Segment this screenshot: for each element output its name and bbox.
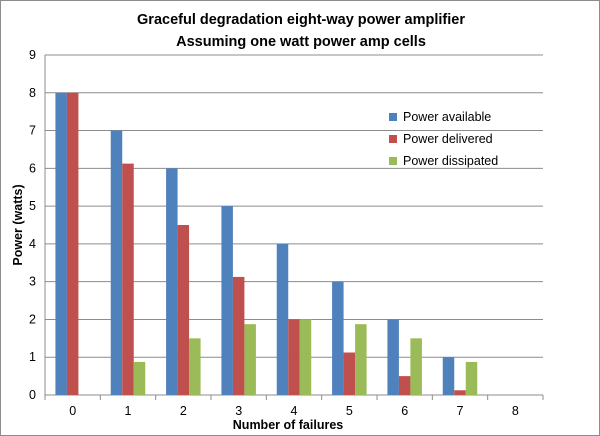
bar-power-delivered-1 [122,163,134,395]
bars [55,92,478,396]
bar-power-delivered-2 [177,225,190,395]
x-axis-label: Number of failures [233,418,343,432]
y-axis-label: Power (watts) [11,184,25,265]
chart-subtitle: Assuming one watt power amp cells [176,34,426,50]
x-tick-label: 4 [291,404,298,418]
bar-power-dissipated-5 [355,324,367,395]
bar-power-dissipated-2 [189,338,201,395]
bar-power-delivered-6 [398,376,411,395]
bar-power-dissipated-6 [410,338,422,395]
bar-power-dissipated-1 [133,361,146,395]
y-tick-label: 9 [29,48,36,62]
x-tick-label: 2 [180,404,187,418]
legend-label: Power delivered [403,132,493,146]
y-tick-label: 1 [29,350,36,364]
y-tick-label: 5 [29,199,36,213]
bar-power-available-6 [387,319,399,395]
chart-title: Graceful degradation eight-way power amp… [137,12,465,28]
legend-label: Power dissipated [403,154,498,168]
y-tick-label: 2 [29,312,36,326]
x-tick-label: 5 [346,404,353,418]
x-tick-label: 0 [69,404,76,418]
bar-power-delivered-7 [454,390,466,395]
bar-power-available-1 [110,130,123,396]
bar-power-dissipated-7 [465,361,478,395]
x-tick-label: 1 [125,404,132,418]
bar-power-delivered-0 [66,92,79,396]
y-tick-label: 4 [29,237,36,251]
bar-power-available-0 [55,92,67,396]
y-tick-label: 6 [29,161,36,175]
bar-power-dissipated-3 [244,324,256,395]
bar-power-delivered-5 [343,352,356,395]
bar-power-delivered-4 [288,319,300,395]
y-tick-label: 0 [29,388,36,402]
x-tick-label: 8 [512,404,519,418]
axes: 0 1 2 3 4 5 6 7 8 9 0 1 2 3 4 5 6 7 8 [29,48,544,418]
x-tick-label: 6 [401,404,408,418]
legend-swatch [389,157,397,165]
y-tick-label: 3 [29,275,36,289]
y-tick-label: 7 [29,124,36,138]
legend-swatch [389,135,397,143]
bar-power-available-5 [332,281,344,395]
bar-power-available-3 [221,206,233,395]
bar-power-available-4 [276,243,289,395]
bar-power-available-2 [166,168,178,395]
x-tick-label: 7 [457,404,464,418]
legend-swatch [389,113,397,121]
bar-power-available-7 [442,357,455,395]
y-tick-label: 8 [29,86,36,100]
legend: Power available Power delivered Power diss… [389,110,498,168]
bar-power-dissipated-4 [299,319,312,395]
x-tick-label: 3 [235,404,242,418]
bar-power-delivered-3 [232,276,245,395]
legend-label: Power available [403,110,491,124]
